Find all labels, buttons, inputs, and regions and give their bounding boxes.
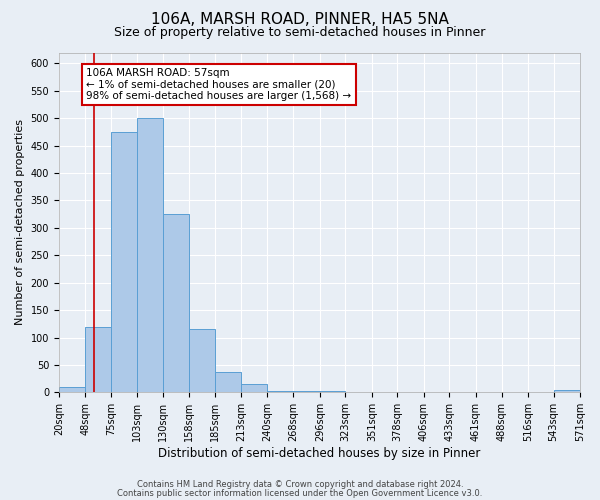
Bar xyxy=(554,390,580,392)
Bar xyxy=(241,384,267,392)
Text: 106A MARSH ROAD: 57sqm
← 1% of semi-detached houses are smaller (20)
98% of semi: 106A MARSH ROAD: 57sqm ← 1% of semi-deta… xyxy=(86,68,352,101)
Bar xyxy=(111,132,137,392)
Text: 106A, MARSH ROAD, PINNER, HA5 5NA: 106A, MARSH ROAD, PINNER, HA5 5NA xyxy=(151,12,449,28)
Bar xyxy=(137,118,163,392)
Bar xyxy=(85,326,111,392)
Text: Contains public sector information licensed under the Open Government Licence v3: Contains public sector information licen… xyxy=(118,488,482,498)
Text: Size of property relative to semi-detached houses in Pinner: Size of property relative to semi-detach… xyxy=(115,26,485,39)
X-axis label: Distribution of semi-detached houses by size in Pinner: Distribution of semi-detached houses by … xyxy=(158,447,481,460)
Text: Contains HM Land Registry data © Crown copyright and database right 2024.: Contains HM Land Registry data © Crown c… xyxy=(137,480,463,489)
Bar xyxy=(163,214,190,392)
Bar xyxy=(190,330,215,392)
Y-axis label: Number of semi-detached properties: Number of semi-detached properties xyxy=(15,120,25,326)
Bar xyxy=(215,372,241,392)
Bar xyxy=(59,387,85,392)
